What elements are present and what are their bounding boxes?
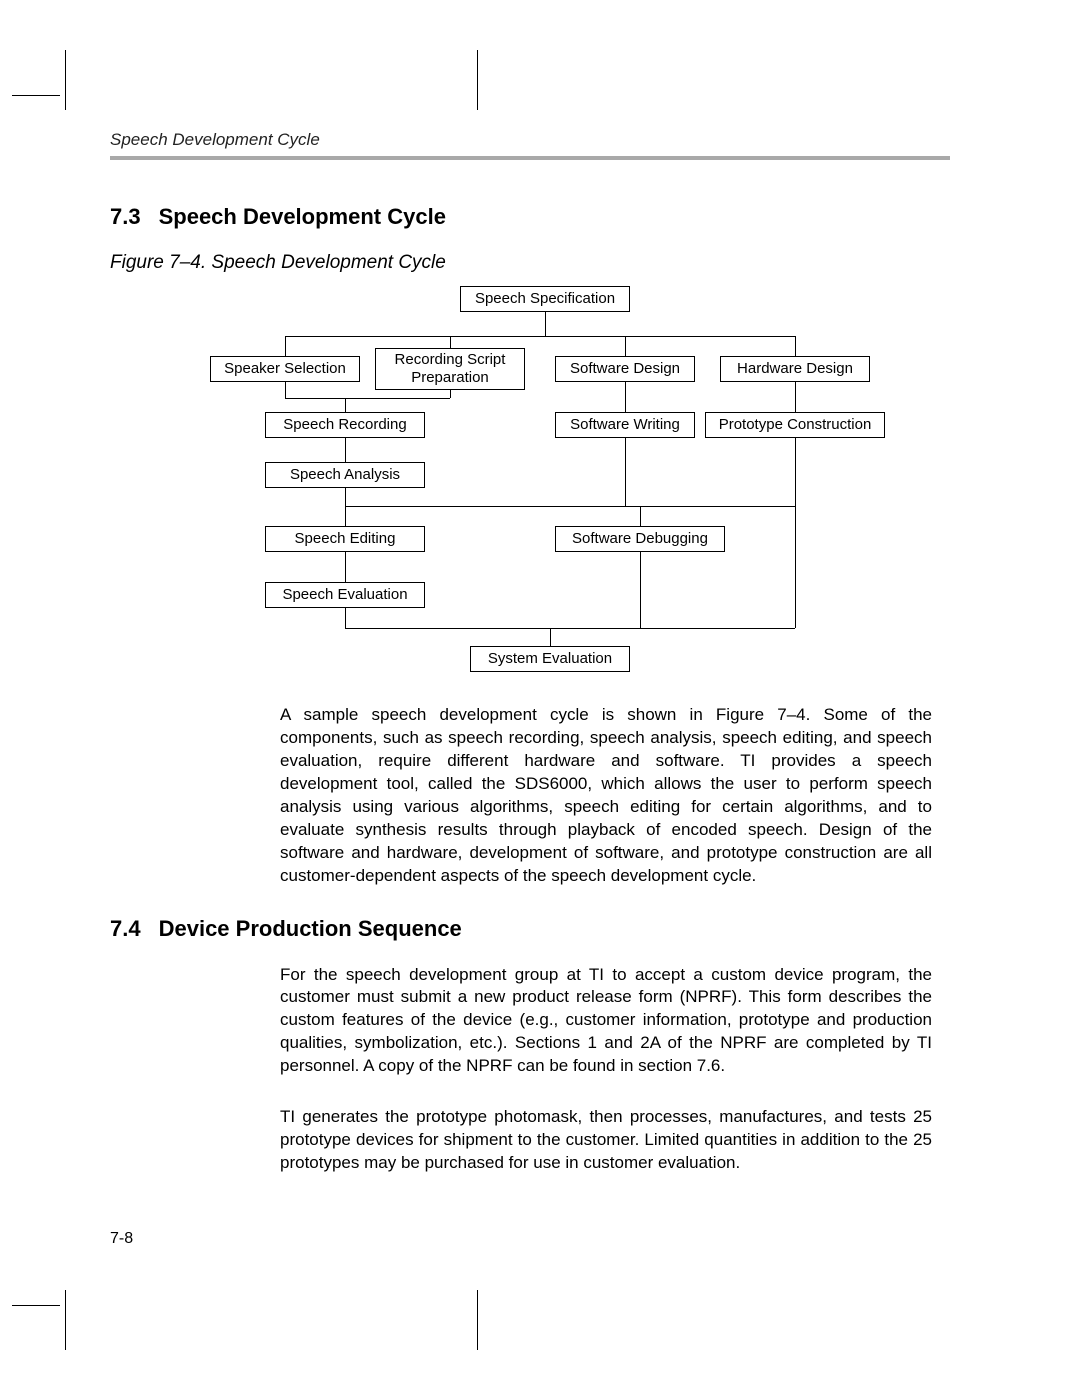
connector-v (795, 506, 796, 628)
flowchart-node-spec: Speech Specification (460, 286, 630, 312)
connector-v (285, 382, 286, 398)
connector-v (285, 336, 286, 356)
flowchart-node-spk: Speaker Selection (210, 356, 360, 382)
connector-v (450, 336, 451, 348)
connector-v (625, 336, 626, 356)
flowchart-node-sana: Speech Analysis (265, 462, 425, 488)
flowchart-node-srec: Speech Recording (265, 412, 425, 438)
section-title: Speech Development Cycle (159, 204, 446, 229)
flowchart-node-sed: Speech Editing (265, 526, 425, 552)
connector-v (625, 438, 626, 506)
connector-v (345, 552, 346, 582)
figure-caption: Figure 7–4. Speech Development Cycle (110, 252, 950, 274)
page-number: 7-8 (110, 1230, 133, 1248)
crop-mark (12, 95, 60, 96)
connector-v (795, 382, 796, 412)
section-title: Device Production Sequence (159, 916, 462, 941)
header-rule (110, 156, 950, 160)
flowchart-node-sww: Software Writing (555, 412, 695, 438)
connector-v (795, 336, 796, 356)
flowchart-node-proto: Prototype Construction (705, 412, 885, 438)
section-7-3-paragraph: A sample speech development cycle is sho… (280, 704, 932, 888)
section-number: 7.4 (110, 916, 141, 941)
connector-v (345, 608, 346, 628)
section-7-4-p1: For the speech development group at TI t… (280, 964, 932, 1079)
flowchart-node-sdbg: Software Debugging (555, 526, 725, 552)
connector-v (545, 312, 546, 336)
crop-mark (477, 50, 478, 110)
connector-v (345, 398, 346, 412)
connector-v (345, 438, 346, 462)
connector-v (640, 552, 641, 628)
crop-mark (65, 50, 66, 110)
connector-v (640, 506, 641, 526)
connector-v (625, 382, 626, 412)
flowchart-node-swd: Software Design (555, 356, 695, 382)
connector-h (345, 506, 795, 507)
crop-mark (12, 1305, 60, 1306)
crop-mark (65, 1290, 66, 1350)
connector-v (345, 488, 346, 526)
section-number: 7.3 (110, 204, 141, 229)
flowchart-node-rsp: Recording ScriptPreparation (375, 348, 525, 390)
flowchart-node-hwd: Hardware Design (720, 356, 870, 382)
crop-mark (477, 1290, 478, 1350)
connector-h (345, 628, 795, 629)
speech-development-cycle-diagram: Speech Specification Speaker Selection Rec… (150, 286, 910, 686)
connector-v (450, 390, 451, 398)
section-heading-7-3: 7.3 Speech Development Cycle (110, 204, 950, 230)
connector-v (795, 438, 796, 506)
flowchart-node-syse: System Evaluation (470, 646, 630, 672)
connector-v (550, 628, 551, 646)
connector-h (285, 336, 795, 337)
running-head: Speech Development Cycle (110, 130, 950, 150)
connector-h (285, 398, 450, 399)
section-7-4-p2: TI generates the prototype photomask, th… (280, 1106, 932, 1175)
section-heading-7-4: 7.4 Device Production Sequence (110, 916, 950, 942)
flowchart-node-seval: Speech Evaluation (265, 582, 425, 608)
